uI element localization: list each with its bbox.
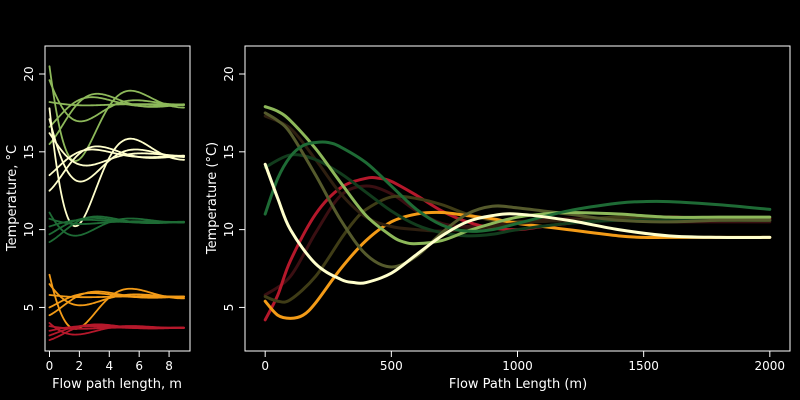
- left-series-line: [48, 211, 185, 237]
- right-series-layer: [263, 105, 772, 322]
- right-series-line: [263, 111, 772, 269]
- left-x-tick-label: 2: [76, 359, 84, 373]
- left-x-tick-label: 6: [135, 359, 143, 373]
- left-x-tick-label: 8: [165, 359, 173, 373]
- right-series-line: [263, 140, 772, 233]
- right-y-tick-label: 20: [222, 66, 236, 81]
- right-x-tick-label: 1000: [502, 359, 533, 373]
- left-x-tick-label: 4: [105, 359, 113, 373]
- left-y-tick-label: 15: [22, 144, 36, 159]
- left-y-tick-label: 10: [22, 222, 36, 237]
- left-y-axis-label: Temperature, °C: [5, 145, 20, 252]
- left-y-tick-label: 20: [22, 66, 36, 81]
- left-plot-frame: [44, 45, 191, 352]
- left-x-ticks: 0 2 4 6 8: [46, 351, 173, 373]
- right-series-line: [263, 210, 772, 320]
- right-y-tick-label: 5: [222, 304, 236, 312]
- left-series-line: [48, 92, 185, 145]
- right-y-axis-label: Temperature (°C): [205, 142, 220, 255]
- left-x-axis-label: Flow path length, m: [52, 377, 182, 392]
- right-series-line: [263, 162, 772, 285]
- left-y-tick-label: 5: [22, 304, 36, 312]
- right-y-ticks: 5 10 15 20: [222, 66, 245, 311]
- right-x-tick-label: 500: [380, 359, 403, 373]
- left-chart: 0 2 4 6 8 5 10 15 20 Flow path length, m Temper…: [5, 45, 191, 392]
- left-x-tick-label: 0: [46, 359, 54, 373]
- left-y-ticks: 5 10 15 20: [22, 66, 45, 311]
- left-series-layer: [48, 65, 185, 342]
- right-series-line: [263, 175, 772, 322]
- left-series-line: [48, 148, 185, 177]
- right-x-axis-label: Flow Path Length (m): [449, 377, 587, 392]
- right-series-line: [263, 194, 772, 304]
- right-chart: 0 500 1000 1500 2000 5 10 15 20 Flow Path Lengt…: [205, 45, 791, 392]
- left-series-line: [48, 322, 185, 336]
- right-x-ticks: 0 500 1000 1500 2000: [261, 351, 785, 373]
- right-y-tick-label: 10: [222, 222, 236, 237]
- right-y-tick-label: 15: [222, 144, 236, 159]
- right-x-tick-label: 0: [261, 359, 269, 373]
- right-series-line: [263, 105, 772, 246]
- right-x-tick-label: 1500: [628, 359, 659, 373]
- right-x-tick-label: 2000: [755, 359, 786, 373]
